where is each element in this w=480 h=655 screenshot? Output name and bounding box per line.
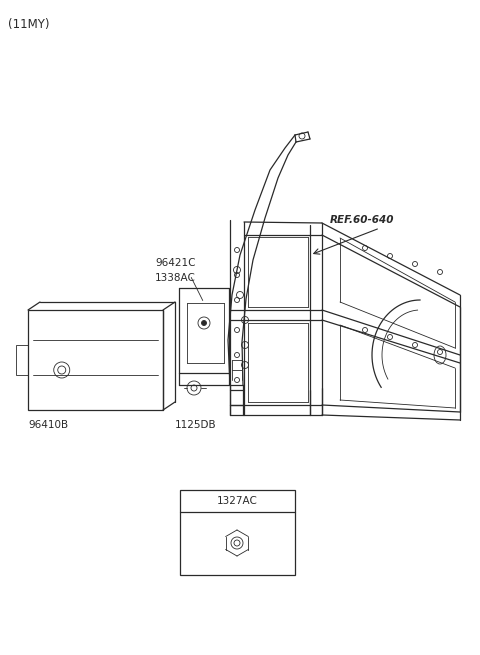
Text: 96410B: 96410B bbox=[28, 420, 68, 430]
Circle shape bbox=[202, 320, 206, 326]
Bar bbox=[180, 490, 295, 575]
Text: (11MY): (11MY) bbox=[8, 18, 49, 31]
Text: 1125DB: 1125DB bbox=[175, 420, 216, 430]
Text: 1327AC: 1327AC bbox=[217, 496, 258, 506]
Bar bbox=[16, 345, 28, 375]
Text: 96421C: 96421C bbox=[155, 258, 195, 268]
Text: 1338AC: 1338AC bbox=[155, 273, 196, 283]
Text: REF.60-640: REF.60-640 bbox=[330, 215, 395, 225]
Bar bbox=[28, 310, 163, 410]
